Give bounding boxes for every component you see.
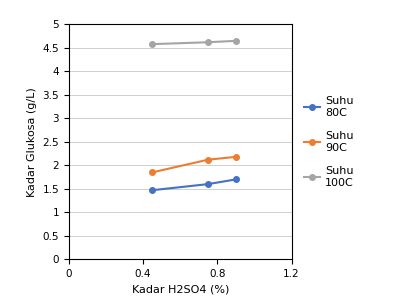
Legend: Suhu
80C, Suhu
90C, Suhu
100C: Suhu 80C, Suhu 90C, Suhu 100C [302, 94, 356, 190]
Suhu
100C [233, 39, 238, 43]
Y-axis label: Kadar Glukosa (g/L): Kadar Glukosa (g/L) [27, 87, 37, 197]
Line: Suhu
100C: Suhu 100C [149, 38, 239, 47]
Suhu
90C [233, 155, 238, 159]
Suhu
100C [150, 42, 155, 46]
Suhu
80C [233, 178, 238, 181]
Suhu
90C [150, 170, 155, 174]
Line: Suhu
80C: Suhu 80C [149, 177, 239, 193]
Suhu
80C [206, 182, 211, 186]
Line: Suhu
90C: Suhu 90C [149, 154, 239, 175]
X-axis label: Kadar H2SO4 (%): Kadar H2SO4 (%) [132, 285, 229, 295]
Suhu
80C [150, 188, 155, 192]
Suhu
90C [206, 158, 211, 162]
Suhu
100C [206, 41, 211, 44]
